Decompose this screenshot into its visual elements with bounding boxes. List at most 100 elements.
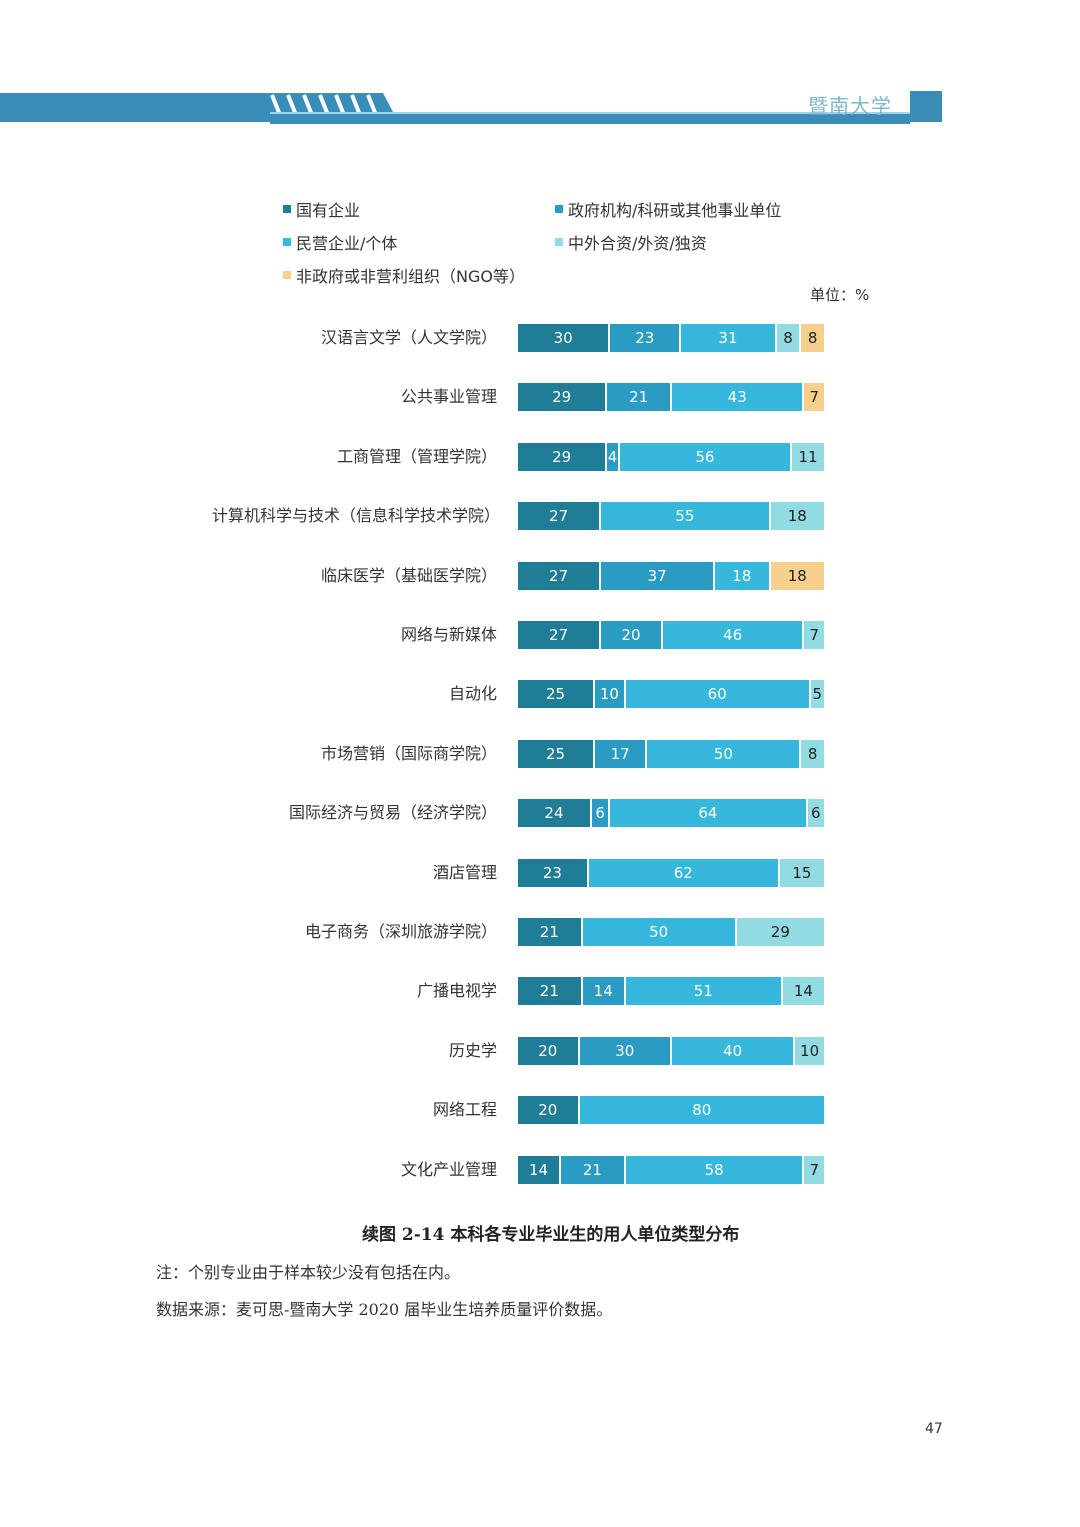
category-label: 汉语言文学（人文学院）	[212, 313, 497, 363]
data-label: 25	[545, 744, 566, 763]
bar-segment-3: 55	[601, 502, 771, 531]
data-label: 37	[647, 566, 667, 585]
bar-segment-4: 14	[782, 977, 826, 1006]
data-label: 23	[542, 863, 562, 882]
category-label-text: 文化产业管理	[400, 1159, 497, 1179]
category-label: 电子商务（深圳旅游学院）	[212, 907, 497, 957]
bar-segment-1: 29	[518, 383, 608, 412]
bar-segment-3: 64	[610, 799, 808, 828]
data-label: 40	[723, 1041, 743, 1060]
data-label: 20	[621, 626, 641, 644]
unit-label: 单位：%	[810, 286, 870, 304]
category-label-text: 汉语言文学（人文学院）	[320, 328, 497, 347]
data-label: 29	[552, 388, 572, 407]
bar-segment-1: 21	[518, 977, 583, 1006]
bar-segment-2: 10	[595, 680, 626, 709]
legend-item: 中外合资/外资/独资	[555, 230, 707, 254]
data-label: 30	[553, 329, 573, 347]
bar-segment-1: 27	[518, 502, 602, 531]
bar-segment-2: 20	[601, 621, 663, 649]
bar-segment-3: 56	[619, 442, 793, 471]
bar-segment-1: 29	[518, 442, 608, 471]
category-label: 工商管理（管理学院）	[212, 432, 497, 482]
legend-item: 国有企业	[283, 197, 360, 221]
bar-segment-3: 80	[579, 1096, 826, 1125]
legend-item: 非政府或非营利组织（NGO等）	[283, 263, 525, 287]
data-label: 80	[692, 1101, 712, 1120]
category-label: 国际经济与贸易（经济学院）	[212, 788, 497, 838]
bar-segment-1: 24	[518, 799, 592, 828]
data-label: 18	[732, 566, 752, 585]
bar-segment-2: 21	[561, 1155, 626, 1184]
legend-swatch	[555, 205, 563, 213]
data-label: 43	[727, 388, 747, 407]
data-label: 21	[582, 1160, 602, 1179]
bar-segment-2: 14	[582, 977, 626, 1006]
bar-segment-1: 27	[518, 561, 602, 590]
data-label: 21	[539, 923, 559, 941]
data-label: 51	[693, 982, 713, 1001]
data-label: 64	[698, 804, 718, 823]
data-label: 30	[615, 1041, 635, 1060]
bar-segment-4: 8	[801, 739, 826, 768]
category-label: 酒店管理	[212, 848, 497, 898]
legend-item: 民营企业/个体	[283, 230, 397, 254]
data-label: 14	[529, 1160, 549, 1179]
bar-segment-4: 8	[776, 324, 802, 352]
bar-segment-1: 14	[518, 1155, 562, 1184]
category-label-text: 历史学	[448, 1040, 497, 1060]
bar-segment-4: 11	[792, 442, 826, 471]
category-label: 计算机科学与技术（信息科学技术学院）	[212, 491, 501, 541]
bar-segment-2: 6	[591, 799, 611, 828]
data-label: 27	[549, 507, 569, 526]
bar-segment-3: 43	[672, 383, 805, 412]
header-title: 暨南大学	[808, 94, 892, 118]
bar-segment-1: 27	[518, 621, 602, 649]
bar-segment-5: 7	[804, 383, 826, 412]
category-label-text: 临床医学（基础医学院）	[320, 565, 497, 585]
data-label: 24	[544, 804, 564, 823]
category-label-text: 工商管理（管理学院）	[336, 446, 497, 466]
bar-segment-3: 51	[625, 977, 783, 1006]
legend-swatch	[283, 238, 291, 246]
data-label: 23	[635, 329, 655, 347]
data-label: 20	[538, 1041, 558, 1060]
category-label-text: 计算机科学与技术（信息科学技术学院）	[212, 506, 501, 526]
data-label: 7	[809, 388, 819, 407]
data-label: 4	[607, 447, 618, 466]
bar-segment-3: 58	[625, 1155, 805, 1184]
data-label: 25	[545, 685, 566, 704]
bar-segment-4: 5	[810, 680, 826, 709]
bar-segment-3: 18	[715, 561, 771, 590]
bar-segment-2: 4	[607, 442, 620, 471]
legend-label: 非政府或非营利组织（NGO等）	[296, 267, 525, 286]
bar-segment-3: 31	[681, 324, 777, 352]
bar-segment-1: 25	[518, 739, 595, 768]
data-label: 14	[593, 982, 613, 1001]
legend-swatch	[283, 205, 291, 213]
data-label: 6	[810, 804, 821, 823]
data-label: 5	[812, 685, 823, 704]
bar-segment-3: 60	[625, 680, 811, 709]
category-label-text: 酒店管理	[432, 862, 497, 882]
data-label: 6	[595, 804, 605, 823]
category-label: 自动化	[212, 669, 497, 719]
category-label-text: 自动化	[448, 684, 497, 704]
data-label: 60	[707, 685, 727, 704]
data-label: 15	[792, 863, 812, 882]
data-label: 17	[610, 744, 630, 763]
data-label: 50	[649, 923, 669, 941]
data-source: 数据来源：麦可思-暨南大学 2020 届毕业生培养质量评价数据。	[156, 1300, 613, 1319]
data-label: 29	[770, 923, 790, 941]
category-label-text: 广播电视学	[416, 981, 497, 1001]
data-label: 8	[783, 329, 793, 347]
bar-segment-1: 30	[518, 324, 611, 352]
data-label: 46	[723, 626, 743, 644]
bar-segment-4: 15	[779, 858, 826, 887]
bar-segment-2: 17	[595, 739, 648, 768]
legend-label: 政府机构/科研或其他事业单位	[568, 201, 782, 220]
bar-segment-2: 23	[610, 324, 682, 352]
data-label: 56	[695, 447, 715, 466]
legend-label: 国有企业	[296, 201, 361, 220]
data-label: 31	[718, 329, 738, 347]
